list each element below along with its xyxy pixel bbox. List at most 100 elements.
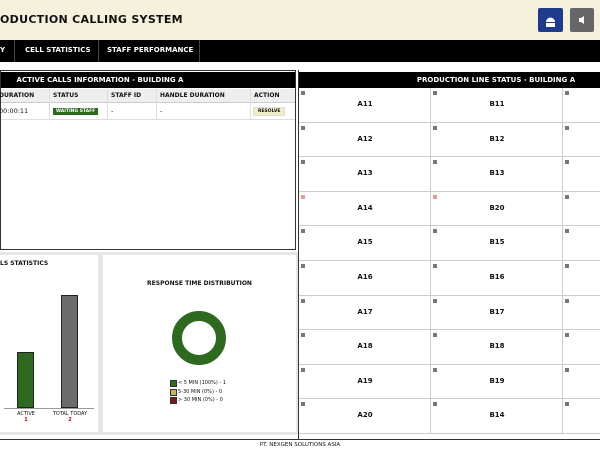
active-calls-panel	[0, 70, 296, 250]
footer-text: PT. NEXGEN SOLUTIONS ASIA	[259, 442, 341, 448]
nav-separator	[98, 40, 99, 62]
status-indicator	[565, 160, 569, 165]
android-button[interactable]	[538, 8, 563, 32]
column-separator	[562, 226, 563, 261]
line-cell-label[interactable]: B17	[489, 307, 505, 316]
status-indicator	[433, 367, 437, 372]
status-indicator	[565, 333, 569, 338]
column-header: ACTION	[254, 92, 280, 99]
column-separator	[562, 330, 563, 365]
nav-bar	[0, 40, 600, 62]
line-cell-label[interactable]: A18	[357, 342, 373, 351]
column-header: HANDLE DURATION	[160, 92, 225, 99]
row-separator	[299, 225, 600, 227]
column-separator	[430, 191, 431, 227]
column-separator	[562, 261, 563, 296]
status-indicator	[565, 229, 569, 234]
resolve-button[interactable]: RESOLVE	[253, 107, 286, 116]
line-cell-label[interactable]: B19	[489, 376, 505, 385]
column-header: DURATION	[0, 92, 35, 99]
row-separator	[299, 433, 600, 434]
status-indicator	[433, 160, 437, 165]
status-badge: WAITING STAFF	[53, 108, 99, 115]
status-indicator	[301, 125, 305, 130]
line-cell-label[interactable]: B14	[489, 411, 505, 420]
status-indicator	[301, 264, 305, 268]
nav-item[interactable]: Y	[0, 46, 6, 54]
column-separator	[430, 88, 431, 123]
status-indicator	[565, 194, 569, 199]
line-cell-label[interactable]: A13	[357, 169, 373, 178]
line-cell-label[interactable]: A20	[357, 411, 373, 420]
card-title: RESPONSE TIME DISTRIBUTION	[147, 280, 252, 287]
column-separator	[430, 399, 431, 434]
android-icon	[546, 17, 555, 27]
line-cell-label[interactable]: A14	[357, 203, 373, 212]
chart-baseline	[4, 408, 94, 409]
status-indicator	[565, 91, 569, 95]
column-separator	[430, 122, 431, 158]
line-cell-label[interactable]: B11	[489, 100, 505, 108]
row-separator	[299, 329, 600, 331]
row-separator	[299, 398, 600, 400]
status-indicator	[433, 229, 437, 234]
status-indicator	[301, 194, 305, 199]
nav-item[interactable]: STAFF PERFORMANCE	[107, 46, 194, 54]
line-cell-label[interactable]: B16	[489, 273, 505, 281]
nav-separator	[14, 40, 15, 62]
column-separator	[430, 157, 431, 192]
nav-item[interactable]: CELL STATISTICS	[25, 46, 91, 54]
row-separator	[299, 190, 600, 192]
panel-header	[299, 72, 600, 88]
line-cell-label[interactable]: A12	[357, 134, 373, 143]
status-indicator	[433, 91, 437, 95]
line-cell-label[interactable]: A16	[357, 273, 373, 281]
column-separator	[430, 226, 431, 261]
status-indicator	[301, 91, 305, 95]
response-time-card	[103, 255, 296, 432]
status-indicator	[433, 402, 437, 407]
status-indicator	[301, 298, 305, 303]
status-indicator	[565, 367, 569, 372]
column-separator	[430, 261, 431, 296]
status-indicator	[433, 264, 437, 268]
bar	[17, 351, 34, 408]
column-separator	[430, 295, 431, 331]
line-cell-label[interactable]: B18	[489, 342, 505, 351]
column-separator	[562, 88, 563, 123]
column-separator	[562, 191, 563, 227]
table-cell: 00:00:11	[0, 107, 29, 115]
column-separator	[107, 89, 108, 119]
panel-title: ACTIVE CALLS INFORMATION - BUILDING A	[16, 76, 184, 84]
column-separator	[430, 364, 431, 400]
status-indicator	[433, 125, 437, 130]
status-indicator	[565, 298, 569, 303]
status-indicator	[301, 367, 305, 372]
line-cell-label[interactable]: A15	[357, 238, 373, 247]
legend-label: > 30 MIN (0%) - 0	[178, 397, 223, 403]
line-cell-label[interactable]: B12	[489, 134, 505, 143]
table-header-row	[1, 89, 295, 103]
row-separator	[299, 294, 600, 296]
table-cell: -	[160, 107, 163, 115]
table-cell: -	[111, 107, 114, 115]
nav-separator	[199, 40, 200, 62]
legend-label: < 5 MIN (100%) - 1	[178, 380, 227, 386]
status-indicator	[301, 402, 305, 407]
sound-button[interactable]	[570, 8, 594, 32]
line-cell-label[interactable]: A19	[357, 376, 373, 385]
column-separator	[562, 399, 563, 434]
line-cell-label[interactable]: A17	[357, 307, 373, 316]
line-cell-label[interactable]: B13	[489, 169, 505, 178]
column-separator	[562, 295, 563, 331]
line-cell-label[interactable]: B20	[489, 203, 505, 212]
column-separator	[562, 157, 563, 192]
status-indicator	[565, 125, 569, 130]
line-cell-label[interactable]: A11	[357, 100, 373, 108]
status-indicator	[301, 160, 305, 165]
legend-swatch	[170, 397, 177, 404]
row-separator	[299, 260, 600, 261]
legend-swatch	[170, 380, 177, 387]
line-cell-label[interactable]: B15	[489, 238, 505, 247]
